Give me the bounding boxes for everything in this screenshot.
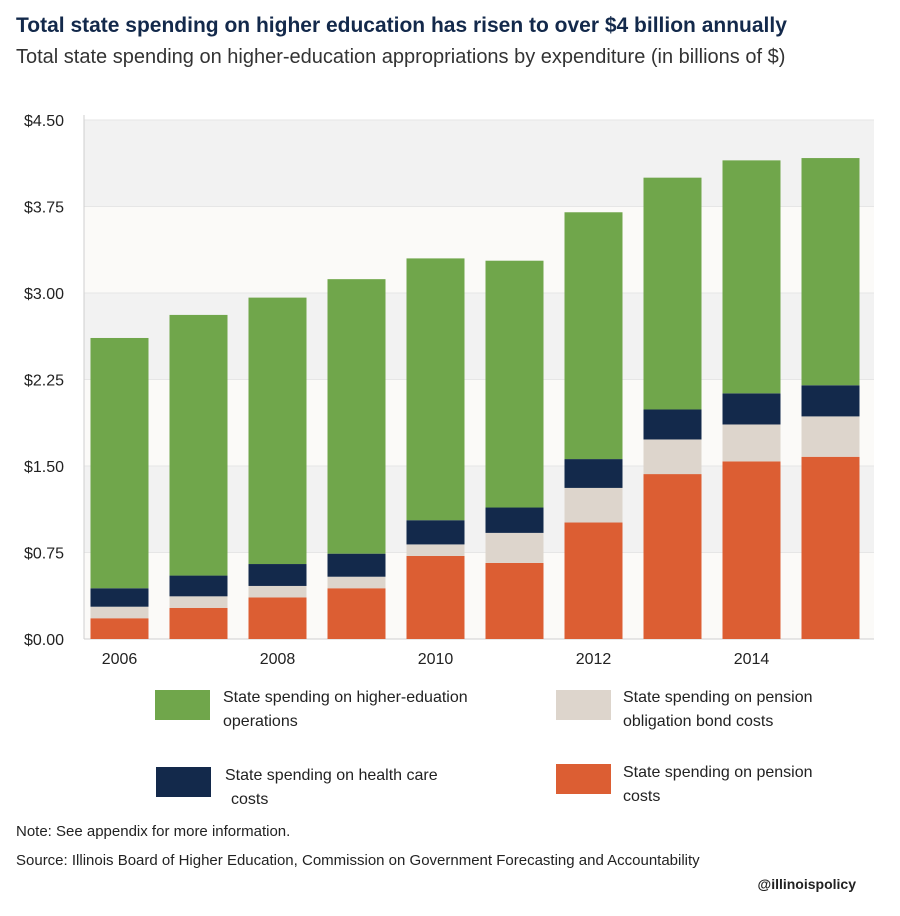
legend-item-health-care: State spending on health care costs bbox=[156, 764, 536, 816]
bar-segment bbox=[801, 416, 860, 457]
x-tick-label: 2012 bbox=[576, 651, 612, 668]
bar-segment bbox=[564, 522, 623, 639]
bar-segment bbox=[722, 393, 781, 425]
bar-segment bbox=[169, 575, 228, 597]
bar-segment bbox=[485, 507, 544, 533]
legend-label-pension: State spending on pension costs bbox=[623, 764, 813, 805]
legend-label-health-care: State spending on health care costs bbox=[225, 767, 438, 808]
bar-segment bbox=[248, 297, 307, 565]
bar-segment bbox=[406, 544, 465, 556]
bar-segment bbox=[248, 564, 307, 586]
bar-segment bbox=[169, 314, 228, 576]
bar-segment bbox=[327, 279, 386, 554]
x-tick-label: 2014 bbox=[734, 651, 770, 668]
y-tick-label: $0.00 bbox=[24, 632, 64, 649]
y-tick-label: $2.25 bbox=[24, 373, 64, 390]
chart-title: Total state spending on higher education… bbox=[16, 14, 787, 37]
bar-segment bbox=[564, 459, 623, 488]
bar-segment bbox=[327, 588, 386, 639]
bar-segment bbox=[90, 618, 149, 639]
bar-segment bbox=[248, 585, 307, 598]
bar-segment bbox=[327, 576, 386, 589]
bar-segment bbox=[327, 553, 386, 577]
twitter-handle: @illinoispolicy bbox=[757, 876, 856, 892]
bar-segment bbox=[485, 532, 544, 563]
x-tick-label: 2008 bbox=[260, 651, 296, 668]
legend-swatch-operations bbox=[155, 690, 210, 720]
x-tick-label: 2010 bbox=[418, 651, 454, 668]
y-tick-label: $0.75 bbox=[24, 546, 64, 563]
bar-segment bbox=[406, 520, 465, 545]
footnote: Note: See appendix for more information. bbox=[16, 823, 291, 840]
y-tick-label: $4.50 bbox=[24, 113, 64, 130]
legend-item-operations: State spending on higher-eduation operat… bbox=[155, 686, 535, 738]
y-tick-label: $3.00 bbox=[24, 286, 64, 303]
bar-segment bbox=[485, 562, 544, 639]
bar-segment bbox=[406, 555, 465, 639]
bar-segment bbox=[801, 385, 860, 417]
bar-segment bbox=[722, 160, 781, 394]
bar-segment bbox=[248, 597, 307, 639]
bar-segment bbox=[643, 439, 702, 475]
bar-segment bbox=[801, 456, 860, 639]
legend-swatch-pension bbox=[556, 764, 611, 794]
y-tick-label: $3.75 bbox=[24, 200, 64, 217]
chart-subtitle: Total state spending on higher-education… bbox=[16, 46, 786, 68]
legend-item-pension: State spending on pension costs bbox=[556, 761, 886, 813]
bar-segment bbox=[485, 260, 544, 508]
source-text: Source: Illinois Board of Higher Educati… bbox=[16, 852, 700, 869]
legend-label-operations: State spending on higher-eduation operat… bbox=[223, 689, 468, 730]
legend-label-pension-obligation-bond: State spending on pension obligation bon… bbox=[623, 689, 813, 730]
legend-swatch-health-care bbox=[156, 767, 211, 797]
bar-segment bbox=[643, 474, 702, 639]
bar-segment bbox=[722, 461, 781, 639]
legend-item-pension-obligation-bond: State spending on pension obligation bon… bbox=[556, 686, 886, 738]
bar-segment bbox=[643, 177, 702, 410]
bar-segment bbox=[801, 158, 860, 386]
stacked-bar-chart: $0.00 $0.75 $1.50 $2.25 $3.00 $3.75 $4.50 2006 2… bbox=[24, 113, 874, 668]
bar-segment bbox=[564, 212, 623, 460]
bar-segment bbox=[406, 258, 465, 521]
bar-segment bbox=[564, 487, 623, 523]
bar-segment bbox=[90, 337, 149, 589]
x-tick-label: 2006 bbox=[102, 651, 138, 668]
bar-segment bbox=[169, 607, 228, 639]
bar-segment bbox=[643, 409, 702, 440]
bar-segment bbox=[722, 424, 781, 462]
bar-segment bbox=[169, 596, 228, 608]
y-tick-label: $1.50 bbox=[24, 459, 64, 476]
bar-segment bbox=[90, 588, 149, 607]
legend-swatch-pension-obligation-bond bbox=[556, 690, 611, 720]
bar-segment bbox=[90, 606, 149, 619]
